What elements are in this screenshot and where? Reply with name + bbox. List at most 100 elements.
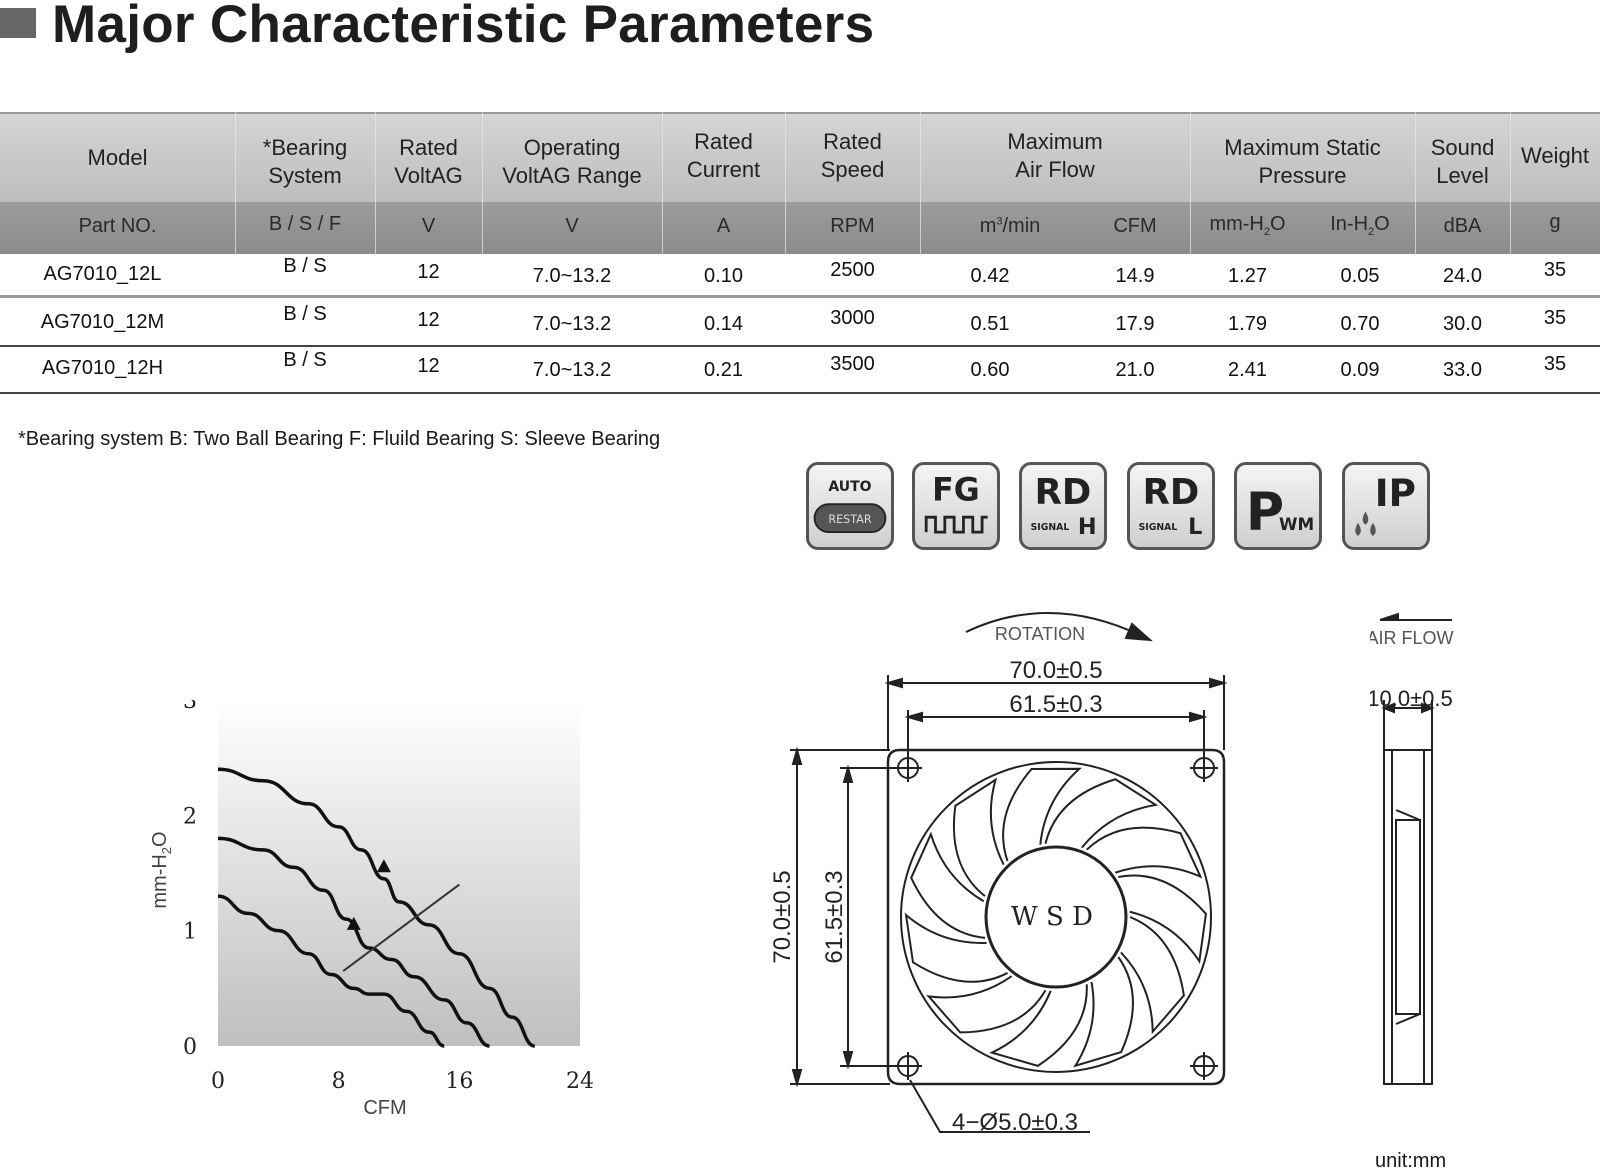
table-cell: 0.51 xyxy=(970,313,1010,335)
fan-frame xyxy=(886,748,1226,1086)
x-tick-label: 24 xyxy=(566,1069,594,1094)
table-cell: 7.0~13.2 xyxy=(532,359,612,381)
unit-speed: RPM xyxy=(830,215,875,237)
header-rated-volt: Rated VoltAG xyxy=(394,135,463,189)
fan-blade xyxy=(1118,874,1208,964)
y-tick-label: 2 xyxy=(183,804,197,829)
outer-height-dim: 70.0±0.5 xyxy=(770,870,796,963)
pq-curve-0 xyxy=(217,767,536,1048)
fan-blade xyxy=(1120,916,1185,1035)
header-airflow: Maximum Air Flow xyxy=(1007,129,1103,183)
curve-marker xyxy=(346,916,361,930)
rotation-arrow-head xyxy=(1124,622,1153,642)
rd-signal-high-badge-icon: RD SIGNAL H xyxy=(1019,462,1107,550)
thickness-dim: 10.0±0.5 xyxy=(1370,686,1453,711)
row-divider xyxy=(0,295,1600,298)
holes-dim: 4−Ø5.0±0.3 xyxy=(952,1109,1078,1136)
svg-text:FG: FG xyxy=(932,472,980,508)
fan-blades xyxy=(904,767,1208,1068)
svg-text:RD: RD xyxy=(1143,472,1200,513)
table-cell: 21.0 xyxy=(1115,359,1155,381)
svg-text:H: H xyxy=(1078,514,1097,540)
rotation-label: ROTATION xyxy=(995,624,1085,644)
header-speed: Rated Speed xyxy=(820,129,885,183)
pq-chart: 0 8 16 24 0 1 2 3 CFM mm-H2O xyxy=(149,700,594,1119)
table-cell: 1.79 xyxy=(1228,313,1267,335)
airflow-label: AIR FLOW xyxy=(1370,628,1454,648)
header-model: Model xyxy=(87,145,148,170)
table-cell: 0.21 xyxy=(704,359,743,381)
fg-signal-badge-icon: FG xyxy=(912,462,1000,550)
x-tick-label: 0 xyxy=(211,1069,225,1094)
svg-text:L: L xyxy=(1188,514,1202,540)
fan-opening xyxy=(900,761,1212,1073)
y-axis-label: mm-H2O xyxy=(149,831,174,908)
mounting-holes xyxy=(894,754,1218,1080)
unit-note: unit:mm xyxy=(1375,1150,1447,1172)
hole-leader xyxy=(909,1079,1090,1133)
table-cell: 12 xyxy=(417,261,440,283)
svg-text:AUTO: AUTO xyxy=(828,479,871,495)
fan-blade xyxy=(904,912,1008,983)
hole-pitch-height-dim: 61.5±0.3 xyxy=(821,870,848,963)
fan-blade xyxy=(926,975,1047,1034)
unit-volt-range: V xyxy=(565,215,579,237)
x-tick-label: 8 xyxy=(332,1069,346,1094)
fan-front-drawing: ROTATION 70.0±0.5 61.5±0.3 70.0±0.5 61.5… xyxy=(770,612,1228,1136)
table-cell: 3000 xyxy=(830,307,875,329)
table-cell: 24.0 xyxy=(1443,265,1482,287)
fan-blade xyxy=(952,777,1005,897)
y-tick-label: 3 xyxy=(183,700,197,714)
table-cell: B / S xyxy=(283,303,327,325)
y-tick-label: 1 xyxy=(183,920,197,945)
table-header-band xyxy=(0,112,1600,204)
svg-text:RESTAR: RESTAR xyxy=(828,513,872,526)
fan-blade xyxy=(1002,767,1082,862)
svg-text:SIGNAL: SIGNAL xyxy=(1031,522,1070,533)
table-cell: 0.05 xyxy=(1340,265,1380,287)
header-operating-volt: Operating VoltAG Range xyxy=(502,135,642,189)
pq-curve-2 xyxy=(217,894,445,1048)
table-cell: AG7010_12H xyxy=(41,357,164,379)
x-axis-label: CFM xyxy=(363,1097,406,1119)
spec-table: Model *Bearing System Rated VoltAG Operati… xyxy=(0,112,1600,404)
x-tick-label: 16 xyxy=(445,1069,473,1094)
svg-text:RD: RD xyxy=(1035,472,1092,513)
hole-pitch-width-dim: 61.5±0.3 xyxy=(1009,691,1102,718)
unit-m3min: m3/min xyxy=(979,215,1041,237)
table-cell: 7.0~13.2 xyxy=(532,265,612,287)
ip-protection-badge-icon: IP xyxy=(1342,462,1430,550)
header-weight: Weight xyxy=(1520,143,1590,168)
table-cell: 12 xyxy=(417,355,440,377)
table-cell: 0.09 xyxy=(1340,359,1380,381)
pq-curve-1 xyxy=(217,836,490,1048)
page-title: Major Characteristic Parameters xyxy=(52,0,875,54)
table-cell: 2.41 xyxy=(1228,359,1267,381)
table-cell: 35 xyxy=(1543,307,1567,329)
side-frame xyxy=(1383,749,1433,1085)
table-cell: AG7010_12M xyxy=(40,311,165,333)
svg-text:P: P xyxy=(1246,483,1284,543)
table-cell: 30.0 xyxy=(1443,313,1482,335)
y-tick-label: 0 xyxy=(183,1035,197,1060)
hub-label: W S D xyxy=(1011,902,1093,932)
unit-mmh2o: mm-H2O xyxy=(1209,213,1286,238)
unit-part-no: Part NO. xyxy=(78,215,157,237)
svg-text:SIGNAL: SIGNAL xyxy=(1139,522,1178,533)
table-cell: 3500 xyxy=(830,353,875,375)
table-cell: 0.42 xyxy=(970,265,1010,287)
unit-current: A xyxy=(716,215,731,237)
fan-blade xyxy=(989,984,1088,1067)
table-cell: 1.27 xyxy=(1228,265,1267,287)
header-pressure: Maximum Static Pressure xyxy=(1224,135,1381,189)
fan-blade xyxy=(1086,826,1203,879)
table-unit-band xyxy=(0,202,1600,254)
fan-hub xyxy=(984,845,1128,989)
header-current: Rated Current xyxy=(686,129,761,183)
fan-blade xyxy=(1044,778,1159,849)
table-cell: 0.14 xyxy=(704,313,743,335)
header-sound: Sound Level xyxy=(1430,135,1495,189)
table-cell: 35 xyxy=(1543,353,1567,375)
unit-bearing: B / S / F xyxy=(268,213,342,235)
curve-marker xyxy=(376,859,391,873)
